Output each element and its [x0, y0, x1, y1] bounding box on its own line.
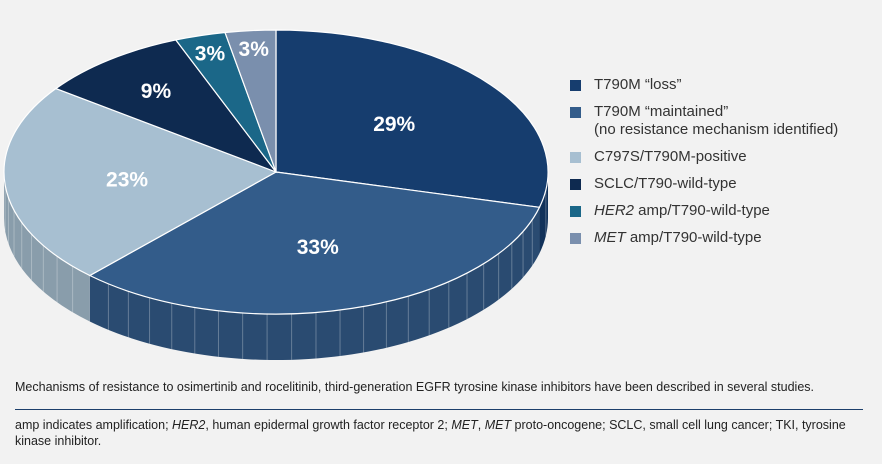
pie-top-faces	[3, 29, 549, 315]
pie-slice	[224, 29, 277, 173]
chart-legend: T790M “loss” T790M “maintained” (no resis…	[570, 76, 870, 256]
chart-caption: Mechanisms of resistance to osimertinib …	[15, 380, 815, 394]
legend-label: C797S/T790M-positive	[594, 148, 747, 165]
pie-slice	[3, 87, 278, 277]
chart-footnote: amp indicates amplification; HER2, human…	[15, 418, 846, 448]
legend-label: HER2 amp/T790-wild-type	[594, 202, 770, 219]
pie-chart: 29% 33% 23% 9% 3% 3% T790M “loss” T790M “main…	[3, 29, 870, 360]
legend-item-t790m-maintained: T790M “maintained” (no resistance mechani…	[570, 103, 870, 139]
legend-item-c797s: C797S/T790M-positive	[570, 148, 870, 166]
pie-side-walls	[4, 172, 548, 360]
pie-side-wall	[89, 207, 540, 360]
legend-item-sclc: SCLC/T790-wild-type	[570, 175, 870, 193]
slice-value-label: 23%	[106, 168, 148, 191]
slice-value-label: 33%	[297, 236, 339, 259]
pie-side-wall	[4, 172, 90, 322]
pie-value-labels: 29% 33% 23% 9% 3% 3%	[106, 38, 416, 259]
legend-label: SCLC/T790-wild-type	[594, 175, 737, 192]
pie-slice	[275, 29, 549, 208]
legend-item-her2: HER2 amp/T790-wild-type	[570, 202, 870, 220]
legend-swatch	[570, 152, 581, 163]
legend-item-t790m-loss: T790M “loss”	[570, 76, 870, 94]
slice-value-label: 29%	[373, 113, 415, 136]
legend-swatch	[570, 80, 581, 91]
slice-value-label: 3%	[195, 42, 226, 65]
legend-label: T790M “loss”	[594, 76, 682, 93]
legend-swatch	[570, 179, 581, 190]
legend-item-met: MET amp/T790-wild-type	[570, 229, 870, 247]
legend-swatch	[570, 206, 581, 217]
legend-label: MET amp/T790-wild-type	[594, 229, 762, 246]
slice-value-label: 9%	[141, 80, 172, 103]
slice-value-label: 3%	[239, 38, 270, 61]
legend-label: T790M “maintained” (no resistance mechani…	[594, 103, 839, 138]
legend-swatch	[570, 233, 581, 244]
pie-slice	[88, 171, 541, 315]
legend-swatch	[570, 107, 581, 118]
pie-chart-svg: 29% 33% 23% 9% 3% 3%	[3, 29, 549, 360]
pie-slice	[54, 39, 278, 174]
caption-divider	[15, 409, 863, 410]
